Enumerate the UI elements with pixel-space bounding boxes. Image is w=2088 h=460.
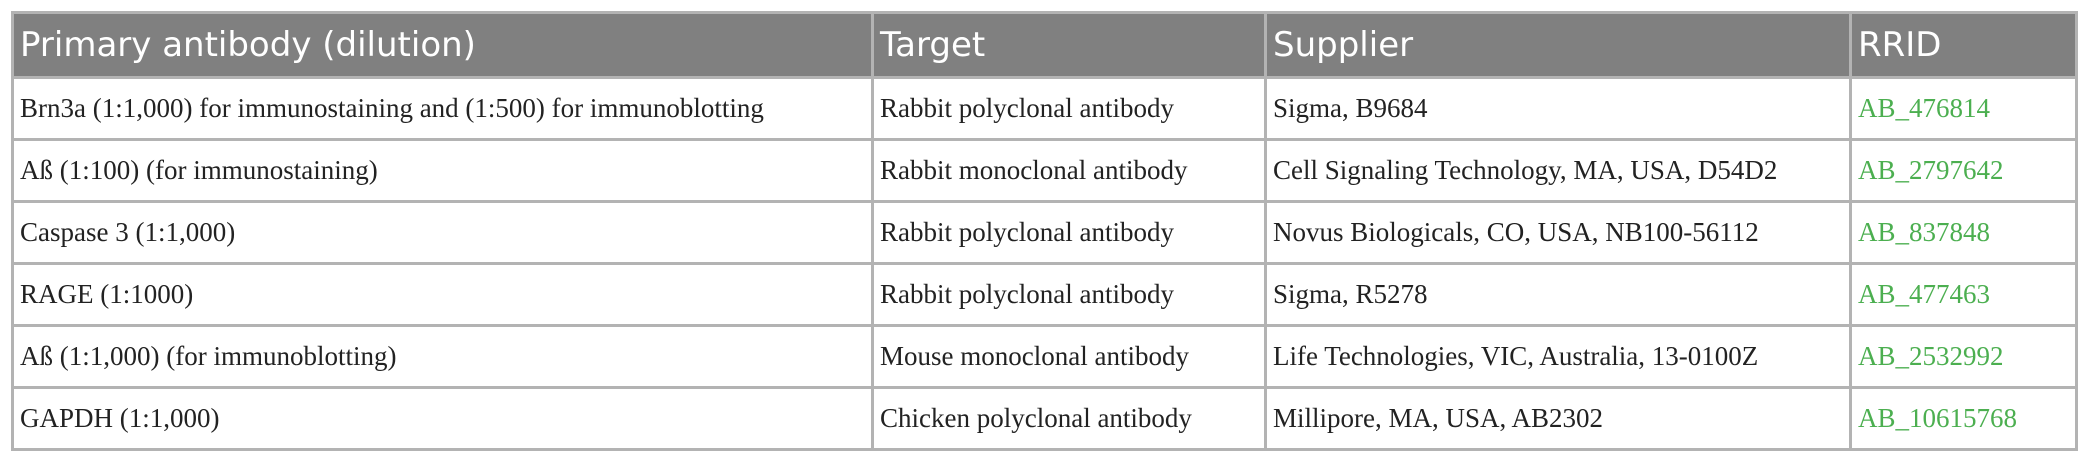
cell-antibody: Aß (1:100) (for immunostaining): [11, 138, 874, 203]
cell-supplier: Cell Signaling Technology, MA, USA, D54D…: [1264, 138, 1852, 203]
cell-target: Rabbit polyclonal antibody: [871, 262, 1267, 327]
cell-target: Rabbit monoclonal antibody: [871, 138, 1267, 203]
table-row: RAGE (1:1000) Rabbit polyclonal antibody…: [11, 262, 2078, 327]
table-row: Aß (1:1,000) (for immunoblotting) Mouse …: [11, 324, 2078, 389]
cell-supplier: Novus Biologicals, CO, USA, NB100-56112: [1264, 200, 1852, 265]
header-target: Target: [871, 11, 1267, 79]
rrid-link[interactable]: AB_837848: [1858, 217, 1991, 247]
cell-supplier: Sigma, R5278: [1264, 262, 1852, 327]
table-row: GAPDH (1:1,000) Chicken polyclonal antib…: [11, 386, 2078, 451]
header-rrid: RRID: [1849, 11, 2078, 79]
cell-antibody: Aß (1:1,000) (for immunoblotting): [11, 324, 874, 389]
cell-antibody: GAPDH (1:1,000): [11, 386, 874, 451]
rrid-link[interactable]: AB_2797642: [1858, 155, 2004, 185]
cell-supplier: Sigma, B9684: [1264, 76, 1852, 141]
rrid-link[interactable]: AB_477463: [1858, 279, 1991, 309]
cell-supplier: Life Technologies, VIC, Australia, 13-01…: [1264, 324, 1852, 389]
rrid-link[interactable]: AB_10615768: [1858, 403, 2018, 433]
cell-supplier: Millipore, MA, USA, AB2302: [1264, 386, 1852, 451]
cell-rrid: AB_10615768: [1849, 386, 2078, 451]
table-row: Caspase 3 (1:1,000) Rabbit polyclonal an…: [11, 200, 2078, 265]
rrid-link[interactable]: AB_476814: [1858, 93, 1991, 123]
antibody-table-container: Primary antibody (dilution) Target Suppl…: [11, 11, 2078, 451]
cell-rrid: AB_837848: [1849, 200, 2078, 265]
header-primary-antibody: Primary antibody (dilution): [11, 11, 874, 79]
cell-target: Mouse monoclonal antibody: [871, 324, 1267, 389]
antibody-table: Primary antibody (dilution) Target Suppl…: [11, 11, 2078, 451]
table-row: Brn3a (1:1,000) for immunostaining and (…: [11, 76, 2078, 141]
header-supplier: Supplier: [1264, 11, 1852, 79]
cell-antibody: Brn3a (1:1,000) for immunostaining and (…: [11, 76, 874, 141]
table-row: Aß (1:100) (for immunostaining) Rabbit m…: [11, 138, 2078, 203]
cell-target: Rabbit polyclonal antibody: [871, 200, 1267, 265]
cell-rrid: AB_476814: [1849, 76, 2078, 141]
table-header-row: Primary antibody (dilution) Target Suppl…: [11, 11, 2078, 79]
cell-target: Rabbit polyclonal antibody: [871, 76, 1267, 141]
cell-target: Chicken polyclonal antibody: [871, 386, 1267, 451]
rrid-link[interactable]: AB_2532992: [1858, 341, 2004, 371]
cell-rrid: AB_2797642: [1849, 138, 2078, 203]
cell-antibody: RAGE (1:1000): [11, 262, 874, 327]
cell-antibody: Caspase 3 (1:1,000): [11, 200, 874, 265]
cell-rrid: AB_477463: [1849, 262, 2078, 327]
cell-rrid: AB_2532992: [1849, 324, 2078, 389]
